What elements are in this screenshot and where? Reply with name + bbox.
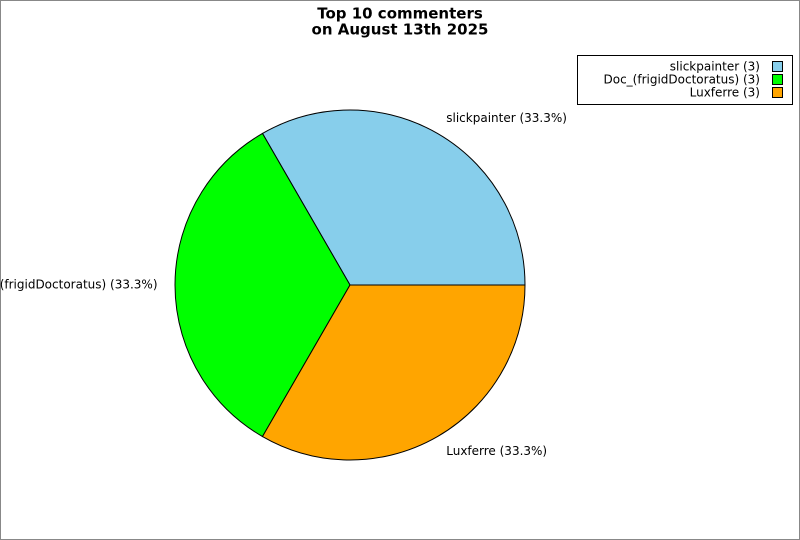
chart-title: on August 13th 2025 xyxy=(312,21,489,39)
slice-label: Luxferre (33.3%) xyxy=(446,444,547,458)
pie-slice xyxy=(261,109,526,286)
pie-slice xyxy=(261,284,526,461)
pie-slice xyxy=(174,132,351,438)
legend-label: Luxferre (3) xyxy=(690,86,760,100)
legend-label: Doc_(frigidDoctoratus) (3) xyxy=(604,73,761,87)
legend-swatch xyxy=(772,61,783,72)
slice-label: slickpainter (33.3%) xyxy=(446,111,567,125)
slice-label: Doc_(frigidDoctoratus) (33.3%) xyxy=(0,278,158,292)
legend-swatch xyxy=(772,74,783,85)
legend-label: slickpainter (3) xyxy=(670,60,760,74)
legend-swatch xyxy=(772,87,783,98)
chart-title: Top 10 commenters xyxy=(317,5,483,23)
legend-box xyxy=(577,55,793,105)
